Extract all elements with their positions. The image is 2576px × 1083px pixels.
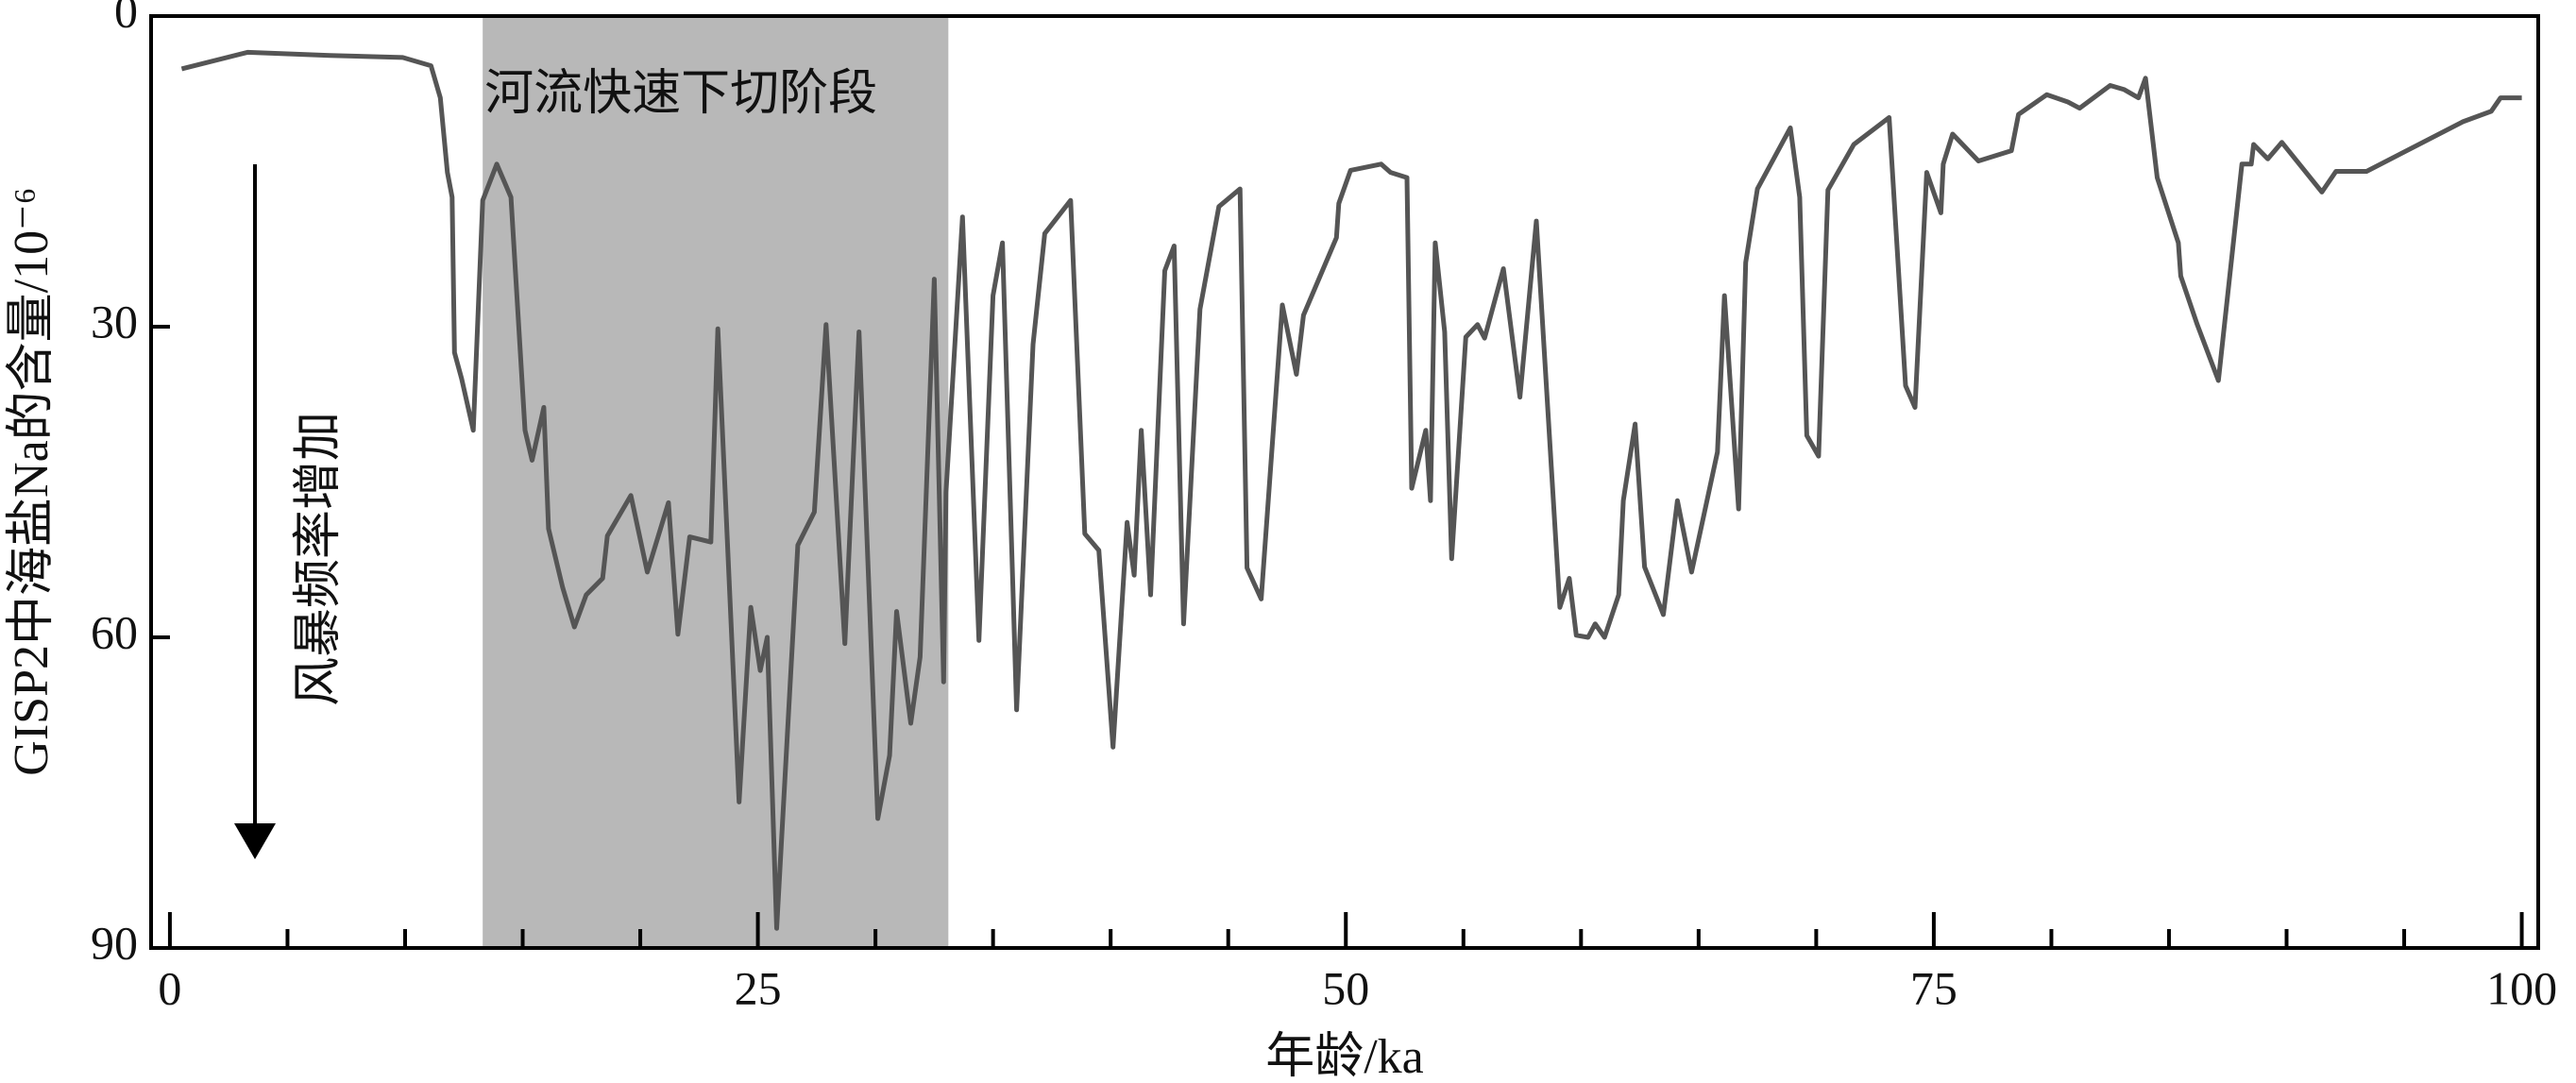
data-line bbox=[180, 49, 2522, 931]
x-axis-label: 年龄/ka bbox=[1265, 1030, 1424, 1083]
x-tick-label: 25 bbox=[735, 961, 782, 1014]
x-tick-label: 100 bbox=[2486, 961, 2557, 1014]
axis-layer: 0 25 50 75 100 0 30 60 90 bbox=[91, 0, 2557, 1014]
line-layer bbox=[180, 49, 2522, 931]
x-tick-label: 50 bbox=[1322, 961, 1369, 1014]
y-tick-label: 0 bbox=[114, 0, 138, 37]
y-axis-label: GISP2中海盐Na的含量/10⁻⁶ bbox=[5, 187, 59, 775]
shaded-region-label: 河流快速下切阶段 bbox=[484, 65, 877, 122]
y-tick-label: 90 bbox=[91, 916, 138, 969]
y-tick-label: 30 bbox=[91, 295, 138, 347]
shaded-region bbox=[483, 16, 949, 948]
x-tick-label: 75 bbox=[1910, 961, 1957, 1014]
background-layer: 河流快速下切阶段 bbox=[483, 16, 949, 948]
y-tick-label: 60 bbox=[91, 605, 138, 658]
arrow-head bbox=[234, 823, 276, 859]
x-tick-label: 0 bbox=[158, 961, 181, 1014]
arrow-annotation: 风暴频率增加 bbox=[290, 412, 347, 706]
